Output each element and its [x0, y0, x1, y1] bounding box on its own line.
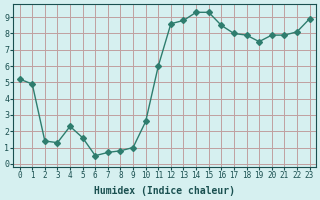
X-axis label: Humidex (Indice chaleur): Humidex (Indice chaleur) [94, 186, 235, 196]
